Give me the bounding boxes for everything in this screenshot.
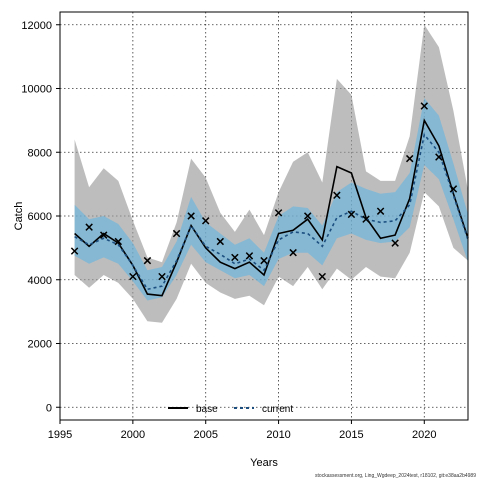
observed-point <box>347 210 356 219</box>
y-tick-label: 4000 <box>28 275 52 287</box>
x-tick-label: 2005 <box>193 429 217 441</box>
observed-point <box>391 239 399 247</box>
observed-point-stroke <box>289 248 297 257</box>
y-tick-label: 12000 <box>21 20 52 32</box>
observed-point-stroke <box>376 207 385 215</box>
observed-point <box>158 272 166 281</box>
observed-point-stroke <box>143 256 152 265</box>
observed-point-stroke <box>274 209 283 217</box>
observed-point-stroke <box>362 215 370 223</box>
observed-point-stroke <box>99 231 108 239</box>
y-tick-label: 10000 <box>21 84 52 96</box>
x-tick-label: 2000 <box>121 429 145 441</box>
observed-point <box>99 231 108 239</box>
observed-point <box>245 252 254 260</box>
x-tick-label: 2010 <box>266 429 290 441</box>
series-lines <box>74 118 469 297</box>
observed-point <box>201 217 210 225</box>
observed-point <box>260 256 268 265</box>
observed-point <box>289 248 297 257</box>
observed-point-stroke <box>435 153 443 161</box>
observed-point <box>172 229 181 238</box>
observed-point-stroke <box>114 237 123 246</box>
footnote: stockassessment.org, Ling_Wgdeep_2024tes… <box>315 473 476 479</box>
x-tick-label: 2020 <box>412 429 436 441</box>
observed-point-stroke <box>158 272 166 281</box>
observed-point-stroke <box>245 252 254 260</box>
observed-point <box>435 153 443 161</box>
y-tick-label: 2000 <box>28 339 52 351</box>
legend-label-base: base <box>196 404 218 415</box>
legend: base current <box>168 404 293 415</box>
observed-point-stroke <box>391 239 399 247</box>
observed-point <box>70 247 79 255</box>
band-current <box>74 98 468 301</box>
observed-point <box>216 237 225 246</box>
observed-point <box>449 185 458 193</box>
axes: 1995 2000 2005 2010 2015 2020 0 2000 4000 6000 800… <box>21 20 436 441</box>
observed-point <box>376 207 385 215</box>
observed-point <box>362 215 370 223</box>
observed-point-stroke <box>347 210 356 219</box>
observed-points <box>70 102 458 281</box>
observed-point <box>143 256 152 265</box>
observed-point-stroke <box>449 185 458 193</box>
observed-point <box>187 212 195 220</box>
observed-point-stroke <box>70 247 79 255</box>
observed-point <box>318 272 327 281</box>
x-tick-label: 1995 <box>48 429 72 441</box>
y-tick-label: 0 <box>46 402 52 414</box>
observed-point <box>333 191 341 200</box>
observed-point-stroke <box>333 191 341 200</box>
y-tick-label: 8000 <box>28 147 52 159</box>
observed-point-stroke <box>318 272 327 281</box>
observed-point <box>405 154 414 163</box>
confidence-bands <box>74 24 468 323</box>
observed-point <box>129 272 137 281</box>
y-axis-title: Catch <box>13 202 25 231</box>
observed-point-stroke <box>420 102 429 110</box>
y-tick-label: 6000 <box>28 211 52 223</box>
observed-point-stroke <box>85 223 93 231</box>
x-axis-title: Years <box>250 457 278 469</box>
observed-point-stroke <box>405 154 414 163</box>
observed-point <box>303 212 312 220</box>
observed-point <box>420 102 429 110</box>
observed-point <box>85 223 93 231</box>
observed-point <box>274 209 283 217</box>
observed-point <box>231 253 239 262</box>
observed-point-stroke <box>216 237 225 246</box>
observed-point <box>114 237 123 246</box>
observed-point-stroke <box>303 212 312 220</box>
legend-label-current: current <box>262 404 293 415</box>
observed-point-stroke <box>201 217 210 225</box>
observed-point-stroke <box>129 272 137 281</box>
observed-point-stroke <box>260 256 268 265</box>
observed-point-stroke <box>187 212 195 220</box>
x-tick-label: 2015 <box>339 429 363 441</box>
observed-point-stroke <box>172 229 181 238</box>
observed-point-stroke <box>231 253 239 262</box>
